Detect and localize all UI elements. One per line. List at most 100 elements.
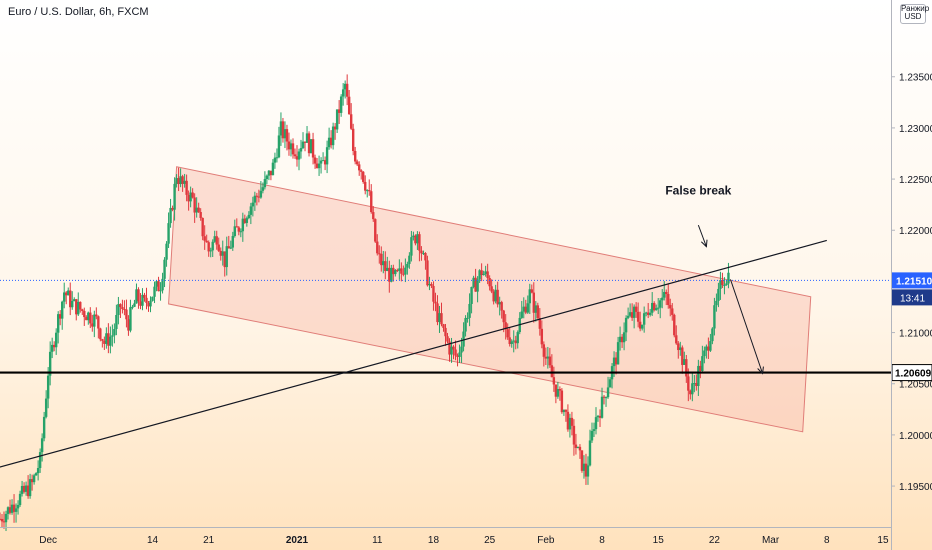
candle-body bbox=[691, 383, 694, 395]
candle-body bbox=[464, 318, 467, 332]
candle-body bbox=[267, 170, 271, 176]
candle-body bbox=[209, 250, 212, 252]
candle-body bbox=[675, 335, 678, 344]
candle-body bbox=[297, 151, 301, 160]
candle-body bbox=[305, 133, 309, 143]
candle-body bbox=[30, 479, 34, 483]
candle-body bbox=[125, 309, 128, 320]
candle-body bbox=[530, 289, 533, 293]
candle-body bbox=[91, 323, 94, 327]
candle-body bbox=[309, 139, 313, 154]
candle-body bbox=[538, 317, 542, 329]
candle-body bbox=[616, 342, 620, 365]
candle-body bbox=[502, 310, 505, 323]
candle-body bbox=[418, 234, 421, 251]
candle-body bbox=[592, 429, 596, 431]
candle-body bbox=[560, 390, 564, 413]
candle-body bbox=[97, 316, 100, 329]
candle-body bbox=[235, 226, 238, 228]
candle-body bbox=[48, 351, 52, 376]
candle-body bbox=[211, 241, 214, 251]
candle-body bbox=[187, 194, 190, 202]
candle-body bbox=[36, 467, 40, 474]
candle-body bbox=[223, 251, 226, 268]
chart-title: Euro / U.S. Dollar, 6h, FXCM bbox=[8, 6, 149, 18]
candle-body bbox=[378, 253, 381, 255]
candle-body bbox=[279, 121, 283, 136]
candle-body bbox=[721, 280, 724, 286]
candle-body bbox=[327, 137, 331, 148]
candle-body bbox=[634, 306, 638, 312]
candle-body bbox=[554, 384, 558, 397]
candle-body bbox=[424, 253, 427, 261]
candle-body bbox=[482, 273, 485, 276]
candle-body bbox=[291, 143, 295, 155]
candle-body bbox=[542, 344, 546, 357]
candle-body bbox=[343, 83, 347, 90]
candle-body bbox=[604, 397, 608, 399]
candle-body bbox=[59, 314, 62, 319]
candle-body bbox=[155, 281, 158, 287]
candle-body bbox=[123, 309, 126, 311]
candle-body bbox=[558, 388, 562, 391]
candle-body bbox=[323, 160, 327, 165]
candle-body bbox=[81, 309, 84, 311]
candle-body bbox=[50, 344, 54, 352]
candle-body bbox=[572, 425, 576, 445]
candle-body bbox=[596, 415, 600, 418]
candle-body bbox=[528, 289, 531, 304]
time-tick-label: 21 bbox=[203, 535, 215, 546]
candle-body bbox=[26, 485, 30, 497]
candle-body bbox=[331, 126, 335, 146]
candle-body bbox=[317, 163, 321, 169]
candle-body bbox=[157, 281, 160, 292]
candle-body bbox=[52, 344, 56, 348]
candle-body bbox=[693, 383, 696, 385]
candle-body bbox=[247, 214, 251, 219]
candle-body bbox=[390, 267, 393, 282]
descending-channel bbox=[168, 166, 812, 433]
candle-body bbox=[69, 290, 72, 308]
time-tick-label: 11 bbox=[372, 535, 383, 546]
candle-body bbox=[215, 236, 218, 245]
candle-body bbox=[261, 187, 265, 191]
candle-body bbox=[404, 267, 407, 275]
candle-body bbox=[440, 313, 443, 325]
candle-body bbox=[329, 137, 333, 146]
candle-body bbox=[245, 218, 249, 223]
candle-body bbox=[345, 83, 349, 97]
candle-body bbox=[452, 346, 455, 350]
candle-body bbox=[727, 272, 730, 284]
candle-body bbox=[38, 452, 42, 468]
candle-body bbox=[161, 278, 164, 291]
candle-body bbox=[307, 133, 311, 154]
candle-body bbox=[655, 308, 658, 311]
candle-body bbox=[253, 195, 257, 203]
candle-body bbox=[173, 183, 176, 210]
candle-body bbox=[612, 357, 616, 367]
candle-body bbox=[281, 121, 285, 139]
candle-body bbox=[438, 313, 441, 323]
candle-body bbox=[512, 340, 515, 342]
candle-body bbox=[602, 396, 606, 398]
candle-body bbox=[492, 291, 495, 302]
candle-body bbox=[532, 292, 535, 313]
candle-body bbox=[719, 280, 722, 289]
candle-body bbox=[2, 521, 6, 523]
time-tick-label: Dec bbox=[39, 535, 57, 546]
candle-body bbox=[474, 277, 477, 292]
candle-body bbox=[287, 141, 291, 150]
candle-body bbox=[458, 352, 461, 357]
candle-body bbox=[685, 359, 688, 377]
candle-body bbox=[689, 390, 692, 395]
candle-body bbox=[177, 178, 180, 185]
candle-body bbox=[105, 333, 108, 344]
candle-body bbox=[709, 341, 712, 351]
ascending-trendline bbox=[0, 239, 827, 468]
candle-body bbox=[695, 383, 698, 387]
candle-body bbox=[201, 217, 204, 237]
candle-body bbox=[229, 247, 232, 249]
candle-body bbox=[167, 223, 170, 244]
currency-button[interactable]: Ранжир USD bbox=[900, 4, 929, 24]
